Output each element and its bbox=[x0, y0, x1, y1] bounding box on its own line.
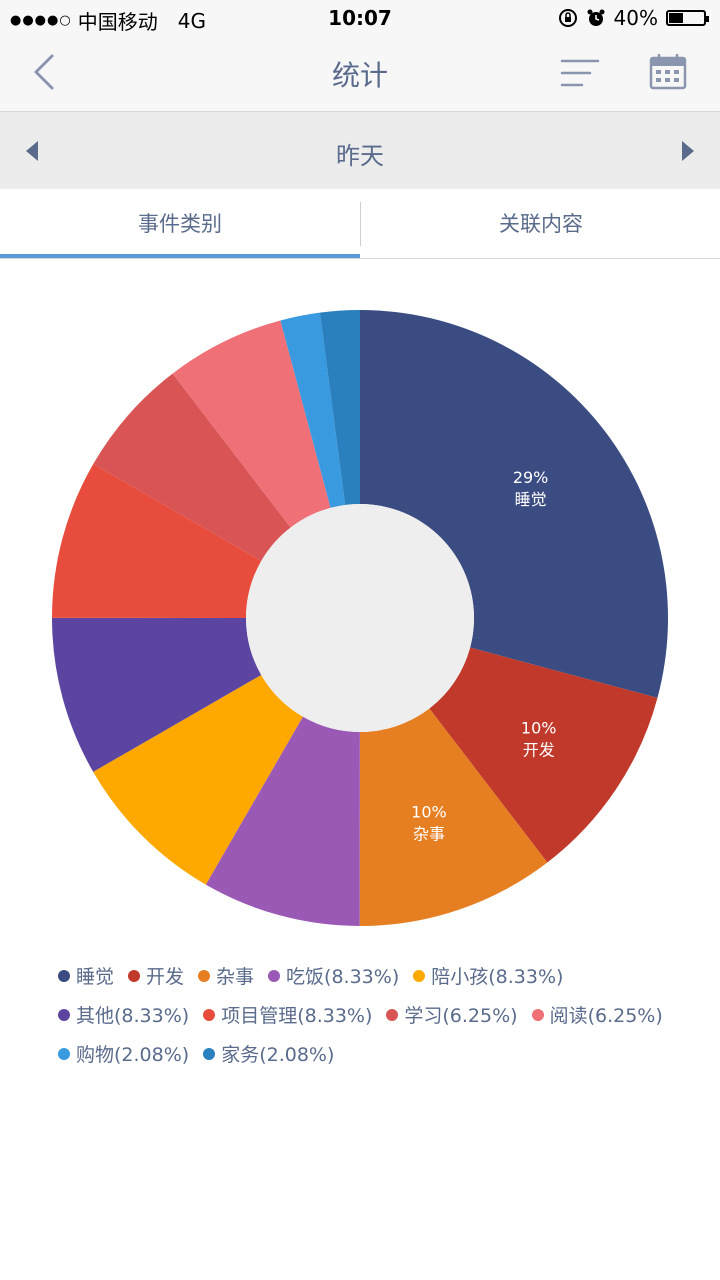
legend-dot-icon bbox=[531, 1008, 544, 1021]
date-bar: 昨天 bbox=[0, 112, 720, 189]
legend-dot-icon bbox=[58, 1008, 70, 1021]
calendar-icon[interactable] bbox=[648, 52, 688, 92]
tab-event-category[interactable]: 事件类别 bbox=[138, 212, 222, 236]
legend-label: 购物(2.08%) bbox=[76, 1044, 190, 1066]
legend-dot-icon bbox=[413, 969, 426, 982]
nav-bar: 统计 bbox=[0, 36, 720, 112]
legend-label: 陪小孩(8.33%) bbox=[431, 966, 564, 988]
legend-item[interactable]: 购物(2.08%) bbox=[58, 1040, 189, 1067]
filter-lines-icon[interactable] bbox=[560, 58, 600, 88]
pie-slice-5[interactable] bbox=[93, 674, 303, 885]
date-label: 昨天 bbox=[336, 142, 384, 170]
legend-item[interactable]: 杂事 bbox=[198, 962, 254, 989]
slice-name-label: 睡觉 bbox=[515, 490, 547, 509]
network-type: 4G bbox=[177, 8, 206, 33]
signal-strength-icon: ●●●●○ bbox=[10, 13, 72, 28]
tab-related-content[interactable]: 关联内容 bbox=[499, 212, 583, 236]
pie-slice-3[interactable] bbox=[359, 708, 548, 926]
pie-slice-7[interactable] bbox=[52, 463, 262, 618]
slice-percent-label: 10% bbox=[411, 803, 447, 822]
pie-slice-2[interactable] bbox=[429, 647, 658, 863]
status-bar: ●●●●○ 中国移动 4G 10:07 40% bbox=[0, 0, 720, 36]
legend-label: 家务(2.08%) bbox=[221, 1044, 335, 1066]
slice-percent-label: 29% bbox=[513, 468, 549, 487]
legend-label: 阅读(6.25%) bbox=[549, 1005, 663, 1027]
legend-dot-icon bbox=[128, 969, 141, 982]
triangle-left-icon[interactable] bbox=[24, 140, 40, 162]
tab-divider bbox=[360, 202, 361, 246]
pie-slice-8[interactable] bbox=[93, 373, 291, 561]
legend-label: 杂事 bbox=[216, 966, 255, 988]
status-left: ●●●●○ 中国移动 4G bbox=[10, 6, 206, 35]
legend-item[interactable]: 项目管理(8.33%) bbox=[203, 1001, 372, 1028]
legend-dot-icon bbox=[268, 969, 281, 982]
legend-label: 睡觉 bbox=[76, 966, 115, 988]
pie-slice-11[interactable] bbox=[319, 310, 360, 505]
triangle-right-icon[interactable] bbox=[680, 140, 696, 162]
slice-percent-label: 10% bbox=[521, 719, 557, 738]
battery-icon bbox=[666, 10, 709, 26]
pie-slice-4[interactable] bbox=[205, 716, 360, 926]
pie-slice-6[interactable] bbox=[52, 617, 262, 772]
donut-center bbox=[246, 504, 474, 732]
legend-dot-icon bbox=[203, 1008, 216, 1021]
tab-bar: 事件类别 关联内容 bbox=[0, 190, 720, 259]
legend-dot-icon bbox=[386, 1008, 399, 1021]
legend-item[interactable]: 阅读(6.25%) bbox=[531, 1001, 663, 1028]
active-tab-indicator bbox=[0, 254, 360, 258]
legend-dot-icon bbox=[58, 969, 70, 982]
legend-label: 吃饭(8.33%) bbox=[286, 966, 400, 988]
rotation-lock-icon bbox=[558, 9, 577, 27]
pie-slice-9[interactable] bbox=[172, 320, 331, 528]
legend-item[interactable]: 学习(6.25%) bbox=[386, 1001, 518, 1028]
battery-tip bbox=[706, 16, 709, 22]
legend-item[interactable]: 睡觉 bbox=[58, 962, 114, 989]
chevron-left-icon[interactable] bbox=[30, 52, 60, 92]
legend-item[interactable]: 家务(2.08%) bbox=[203, 1040, 334, 1067]
legend-dot-icon bbox=[58, 1047, 70, 1060]
chart-legend: 睡觉 开发 杂事 吃饭(8.33%) 陪小孩(8.33%) 其他(8.33%) 项目管理(8… bbox=[58, 962, 678, 1067]
page-title: 统计 bbox=[331, 59, 388, 92]
status-time: 10:07 bbox=[328, 6, 392, 30]
legend-label: 开发 bbox=[146, 966, 185, 988]
legend-item[interactable]: 开发 bbox=[128, 962, 184, 989]
carrier-name: 中国移动 bbox=[77, 10, 158, 34]
slice-name-label: 杂事 bbox=[413, 825, 445, 844]
battery-percent: 40% bbox=[613, 6, 658, 30]
alarm-icon bbox=[587, 9, 605, 26]
legend-label: 其他(8.33%) bbox=[76, 1005, 190, 1027]
pie-slice-10[interactable] bbox=[280, 312, 346, 508]
legend-item[interactable]: 吃饭(8.33%) bbox=[268, 962, 399, 989]
pie-slice-1[interactable] bbox=[360, 310, 668, 698]
donut-chart: 29% 睡觉 10% 开发 10% 杂事 bbox=[52, 310, 668, 926]
battery-level bbox=[669, 13, 683, 23]
legend-dot-icon bbox=[198, 969, 211, 982]
legend-dot-icon bbox=[203, 1047, 216, 1060]
legend-label: 学习(6.25%) bbox=[404, 1005, 518, 1027]
legend-item[interactable]: 陪小孩(8.33%) bbox=[413, 962, 563, 989]
slice-name-label: 开发 bbox=[523, 741, 555, 760]
legend-item[interactable]: 其他(8.33%) bbox=[58, 1001, 189, 1028]
status-right: 40% bbox=[558, 6, 709, 30]
legend-label: 项目管理(8.33%) bbox=[221, 1005, 373, 1027]
